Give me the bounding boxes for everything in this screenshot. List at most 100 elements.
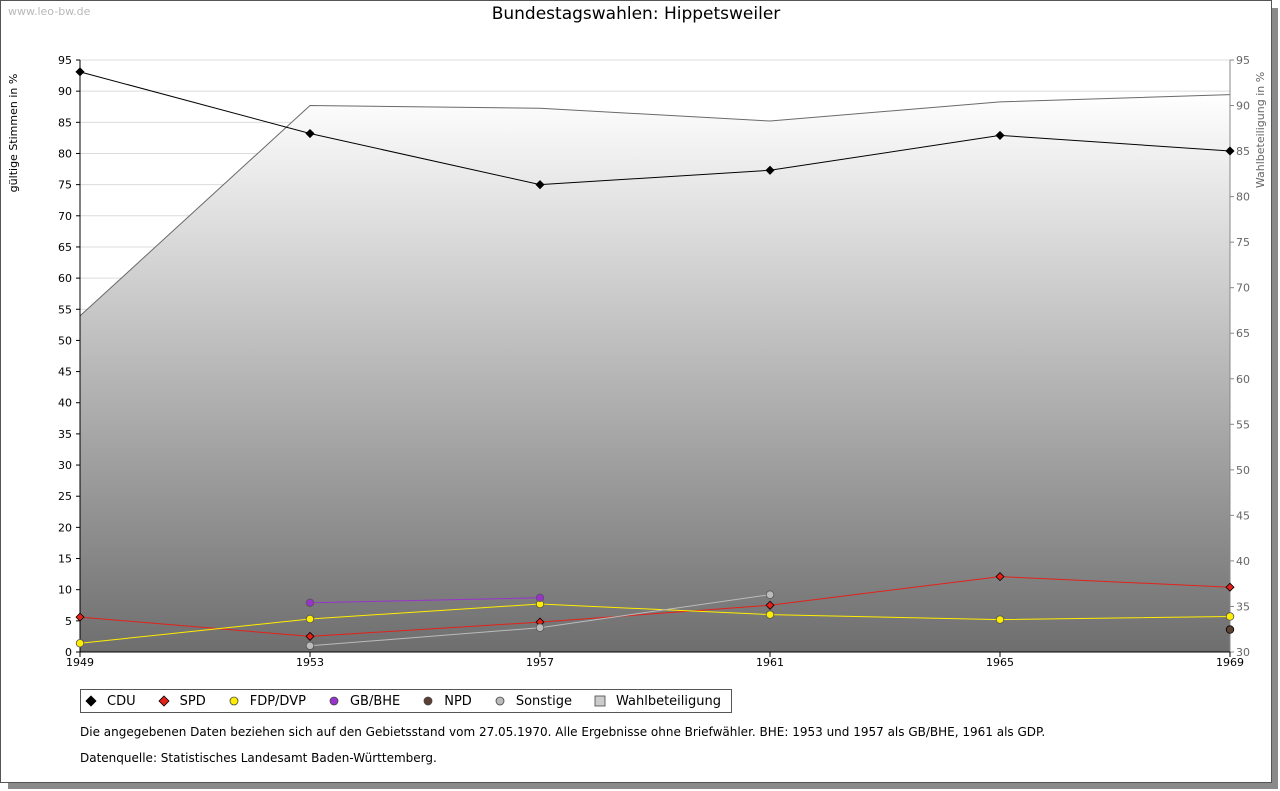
point-sonstige-1957 — [535, 623, 545, 632]
watermark: www.leo-bw.de — [8, 5, 91, 18]
point-fdp-dvp-1969 — [1225, 612, 1235, 621]
footnote-gebietsstand: Die angegebenen Daten beziehen sich auf … — [80, 725, 1046, 739]
y2-tick-label-35: 35 — [1236, 600, 1250, 613]
point-spd-1969 — [1225, 582, 1235, 592]
legend-marker-gb-bhe — [328, 695, 340, 707]
point-spd-1961 — [765, 600, 775, 610]
y-tick-label-55: 55 — [58, 303, 72, 316]
legend-marker-fdp-dvp — [228, 695, 240, 707]
legend-item-cdu: CDU — [85, 694, 136, 709]
point-fdp-dvp-1953 — [305, 614, 315, 624]
legend-marker-wahlbeteiligung — [594, 695, 606, 707]
y2-tick-label-55: 55 — [1236, 418, 1250, 431]
legend-label-wahlbeteiligung: Wahlbeteiligung — [616, 693, 722, 709]
y-tick-label-50: 50 — [58, 334, 72, 347]
series-cdu — [75, 67, 1235, 190]
y-tick-label-5: 5 — [65, 615, 72, 628]
axes: 0 5 10 15 20 25 30 35 40 45 50 55 60 65 70 75 80 85 90 95 30… — [58, 54, 1250, 669]
point-npd-1969 — [1225, 625, 1235, 634]
point-cdu-1969 — [1225, 146, 1235, 156]
point-sonstige-1953 — [305, 641, 315, 650]
legend-label-sonstige: Sonstige — [515, 693, 572, 709]
series-line-gb-bhe — [309, 597, 541, 604]
legend-label-gb-bhe: GB/BHE — [349, 693, 401, 709]
y-tick-label-10: 10 — [58, 584, 72, 597]
y2-tick-label-70: 70 — [1236, 282, 1250, 295]
point-fdp-dvp-1961 — [765, 610, 775, 619]
series-line-fdp-dvp — [79, 603, 1231, 644]
x-tick-label-1969: 1969 — [1216, 656, 1244, 669]
y-axis-label: gültige Stimmen in % — [7, 74, 20, 193]
y-tick-label-40: 40 — [58, 397, 72, 410]
legend-marker-spd — [158, 695, 170, 707]
y2-tick-label-60: 60 — [1236, 373, 1250, 386]
y-tick-label-80: 80 — [58, 147, 72, 160]
x-tick-label-1957: 1957 — [526, 656, 554, 669]
series-fdp-dvp — [75, 599, 1235, 648]
chart-legend: CDU SPD FDP/DVP GB/BHE NPD Sonstige Wahlbeteil… — [80, 689, 733, 713]
y2-tick-label-50: 50 — [1236, 464, 1250, 477]
frame-shadow-right — [1272, 8, 1278, 789]
y2-tick-label-65: 65 — [1236, 327, 1250, 340]
series-sonstige — [305, 590, 775, 650]
series-line-spd — [79, 576, 1231, 637]
turnout-line — [79, 94, 1231, 317]
legend-label-spd: SPD — [179, 693, 206, 709]
y-tick-label-15: 15 — [58, 553, 72, 566]
series-npd — [1225, 625, 1235, 634]
point-cdu-1953 — [305, 128, 315, 139]
y2-tick-label-30: 30 — [1236, 646, 1250, 659]
series-gb-bhe — [305, 593, 545, 607]
legend-item-fdp-dvp: FDP/DVP — [228, 694, 306, 709]
y2-tick-label-75: 75 — [1236, 236, 1250, 249]
legend-item-gb-bhe: GB/BHE — [328, 694, 400, 709]
y-tick-label-70: 70 — [58, 210, 72, 223]
point-cdu-1961 — [765, 165, 775, 175]
turnout-area-fill — [80, 94, 1230, 652]
y-tick-label-30: 30 — [58, 459, 72, 472]
x-tick-label-1953: 1953 — [296, 656, 324, 669]
y-tick-label-45: 45 — [58, 366, 72, 379]
legend-marker-npd — [422, 695, 434, 707]
point-spd-1949 — [75, 612, 85, 622]
y-tick-label-20: 20 — [58, 521, 72, 534]
legend-label-cdu: CDU — [107, 693, 136, 709]
frame-shadow-bottom — [8, 783, 1278, 789]
legend-item-sonstige: Sonstige — [494, 694, 572, 709]
y-tick-label-90: 90 — [58, 85, 72, 98]
legend-item-npd: NPD — [422, 694, 472, 709]
y-tick-label-60: 60 — [58, 272, 72, 285]
election-chart: 0 5 10 15 20 25 30 35 40 45 50 55 60 65 70 75 80 85 90 95 30… — [7, 54, 1267, 669]
point-gb-bhe-1953 — [305, 598, 315, 607]
point-fdp-dvp-1949 — [75, 639, 85, 648]
series-spd — [75, 572, 1235, 641]
point-sonstige-1961 — [765, 590, 775, 599]
x-tick-label-1961: 1961 — [756, 656, 784, 669]
y-tick-label-35: 35 — [58, 428, 72, 441]
y-tick-label-75: 75 — [58, 179, 72, 192]
turnout-area — [79, 94, 1231, 652]
y-tick-label-85: 85 — [58, 116, 72, 129]
chart-title: Bundestagswahlen: Hippetsweiler — [491, 4, 781, 24]
point-fdp-dvp-1965 — [995, 615, 1005, 624]
footnote-datenquelle: Datenquelle: Statistisches Landesamt Bad… — [80, 751, 437, 765]
y2-tick-label-95: 95 — [1236, 54, 1250, 67]
legend-item-spd: SPD — [158, 694, 206, 709]
point-cdu-1949 — [75, 67, 85, 77]
point-spd-1965 — [995, 572, 1005, 582]
point-cdu-1965 — [995, 130, 1005, 140]
x-tick-label-1965: 1965 — [986, 656, 1014, 669]
x-tick-label-1949: 1949 — [66, 656, 94, 669]
y-tick-label-65: 65 — [58, 241, 72, 254]
axis-labels: gültige Stimmen in % Wahlbeteiligung in … — [7, 72, 1267, 192]
legend-marker-sonstige — [494, 695, 506, 707]
y2-tick-label-85: 85 — [1236, 145, 1250, 158]
y-tick-label-25: 25 — [58, 490, 72, 503]
legend-marker-cdu — [85, 695, 97, 707]
point-cdu-1957 — [535, 180, 545, 190]
legend-label-npd: NPD — [444, 693, 472, 709]
y2-axis-label: Wahlbeteiligung in % — [1254, 72, 1267, 188]
legend-item-wahlbeteiligung: Wahlbeteiligung — [594, 694, 721, 709]
point-gb-bhe-1957 — [535, 593, 545, 602]
series-lines — [75, 67, 1235, 650]
